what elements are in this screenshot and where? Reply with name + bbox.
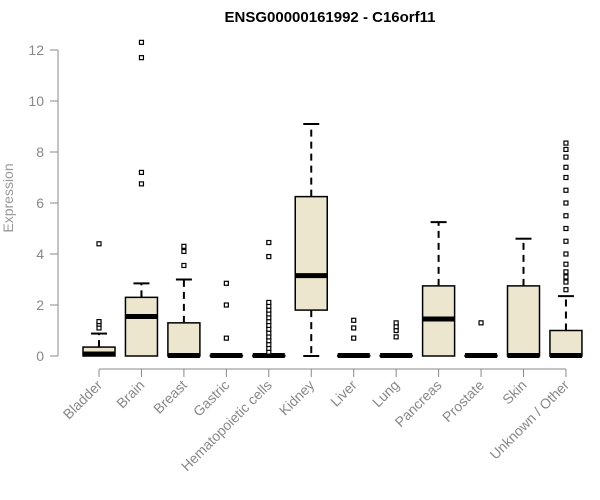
outlier-point [563, 261, 569, 267]
x-tick-label: Liver [327, 377, 360, 410]
y-tick-label: 10 [28, 93, 44, 109]
outlier-point [181, 248, 187, 255]
outlier-point [138, 181, 145, 187]
outlier-point [563, 187, 569, 193]
outlier-point [563, 174, 569, 181]
box-group [464, 320, 498, 358]
outlier-point [96, 241, 102, 247]
outlier-point [563, 140, 569, 146]
y-tick-label: 4 [36, 246, 44, 262]
box-group [506, 237, 541, 358]
outlier-point [563, 269, 569, 275]
outlier-point [563, 225, 569, 232]
box-group [379, 320, 413, 358]
outlier-point [351, 317, 357, 323]
outlier-point [138, 55, 145, 61]
y-tick-label: 12 [28, 42, 44, 58]
outlier-point [563, 213, 569, 219]
outlier-point [181, 243, 187, 249]
box-group [421, 221, 456, 357]
box-group [82, 241, 116, 357]
outlier-point [138, 169, 145, 175]
outlier-point [393, 334, 399, 340]
box [294, 195, 328, 311]
outlier-point [563, 287, 569, 293]
outlier-point [266, 239, 272, 246]
outlier-point [351, 335, 357, 341]
outlier-point [563, 279, 569, 285]
y-tick-label: 2 [36, 297, 44, 313]
outlier-point [563, 146, 569, 153]
x-tick-label: Skin [499, 377, 530, 408]
box-group [336, 317, 371, 358]
box [506, 285, 541, 357]
x-tick-label: Prostate [439, 377, 487, 425]
box-group [549, 140, 583, 358]
y-tick-label: 0 [36, 348, 44, 364]
outlier-point [138, 39, 145, 45]
outlier-point [563, 154, 569, 160]
box-group [124, 39, 159, 357]
outlier-point [563, 164, 569, 170]
x-tick-label: Lung [369, 377, 402, 410]
x-tick-label: Bladder [60, 377, 106, 423]
outlier-point [266, 299, 272, 306]
outlier-point [351, 325, 357, 331]
outlier-point [223, 280, 229, 286]
box [549, 329, 583, 357]
outlier-point [563, 251, 569, 257]
outlier-point [393, 320, 399, 326]
outlier-point [223, 335, 229, 341]
outlier-point [563, 200, 569, 206]
x-tick-label: Brain [113, 377, 147, 411]
y-tick-label: 6 [36, 195, 44, 211]
box-group [167, 243, 201, 358]
x-tick-label: Breast [150, 377, 190, 417]
outlier-point [223, 302, 229, 308]
box [124, 296, 159, 357]
x-tick-label: Pancreas [392, 377, 445, 430]
outlier-point [563, 274, 569, 280]
outlier-point [563, 238, 569, 244]
chart-title: ENSG00000161992 - C16orf11 [225, 9, 436, 26]
y-axis-label: Expression [0, 163, 16, 232]
outlier-point [96, 318, 102, 325]
outlier-point [478, 320, 484, 326]
outlier-point [266, 253, 272, 260]
box [167, 322, 201, 357]
outlier-point [181, 262, 187, 269]
box-group [252, 239, 286, 358]
box-group [209, 280, 244, 358]
x-tick-label: Unknown / Other [486, 377, 572, 463]
y-tick-label: 8 [36, 144, 44, 160]
x-tick-label: Kidney [276, 377, 318, 419]
y-axis: 0 2 4 6 8 10 12 [28, 42, 59, 364]
plot-area [82, 39, 583, 358]
box-group [294, 122, 328, 357]
